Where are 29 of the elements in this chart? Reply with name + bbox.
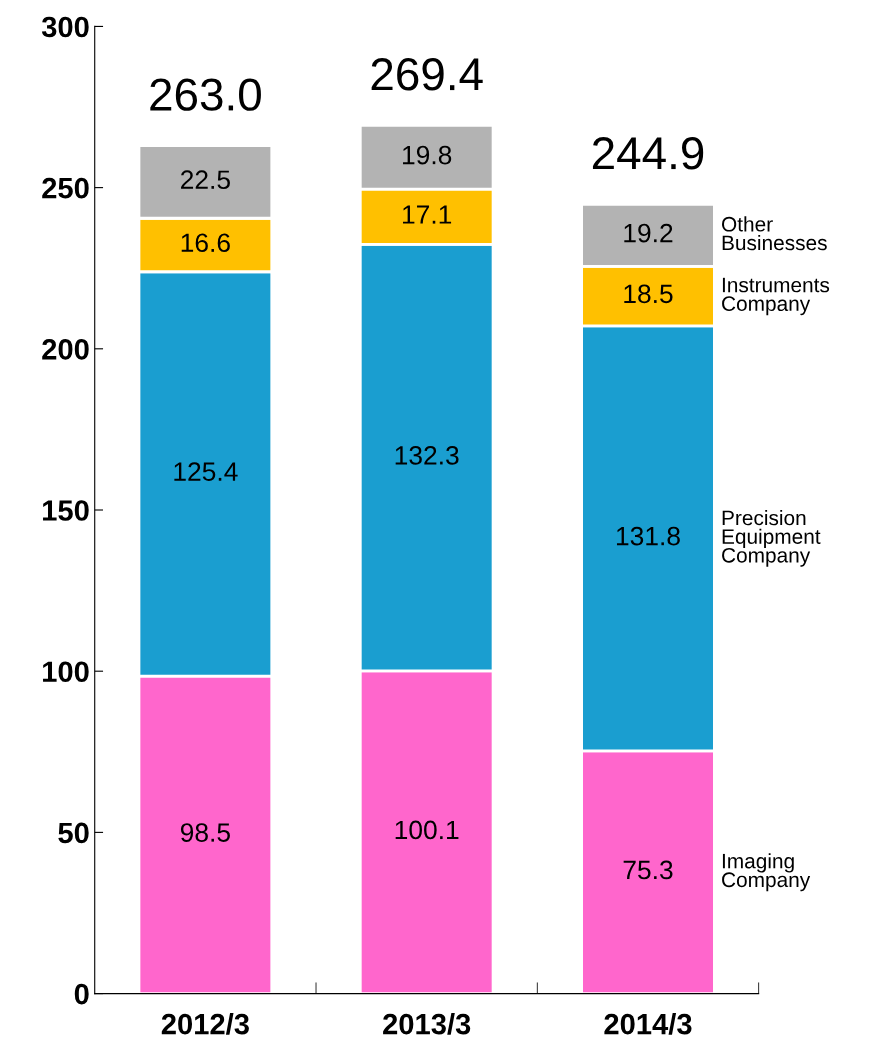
y-tick-label: 100 <box>43 661 89 683</box>
series-label: Instruments Company <box>722 277 830 316</box>
series-label: Precision Equipment Company <box>722 510 821 567</box>
data-label: 18.5 <box>624 284 673 304</box>
total-label: 263.0 <box>150 78 261 111</box>
data-label: 17.1 <box>403 205 452 224</box>
total-label: 269.4 <box>371 58 483 91</box>
data-label: 16.6 <box>181 233 230 253</box>
data-label: 100.1 <box>395 820 459 840</box>
data-label: 75.3 <box>623 860 673 880</box>
data-label: 131.8 <box>616 526 680 546</box>
total-label: 244.9 <box>592 137 704 170</box>
data-label: 22.5 <box>181 170 230 190</box>
x-tick-label: 2013/3 <box>383 1013 471 1035</box>
data-label: 19.8 <box>403 145 452 165</box>
y-tick-label: 0 <box>74 983 89 1005</box>
series-label: Other Businesses <box>722 216 827 251</box>
data-label: 98.5 <box>180 823 230 842</box>
data-label: 125.4 <box>174 462 238 481</box>
x-tick-label: 2012/3 <box>161 1013 249 1035</box>
y-tick-label: 200 <box>42 339 89 360</box>
y-tick-label: 250 <box>42 177 89 199</box>
y-tick-label: 300 <box>41 16 89 38</box>
y-tick-label: 50 <box>58 822 89 844</box>
data-label: 19.2 <box>624 223 673 243</box>
x-tick-label: 2014/3 <box>604 1013 692 1035</box>
data-label: 132.3 <box>395 446 459 465</box>
series-label: Imaging Company <box>722 853 811 892</box>
y-tick-label: 150 <box>43 500 89 521</box>
